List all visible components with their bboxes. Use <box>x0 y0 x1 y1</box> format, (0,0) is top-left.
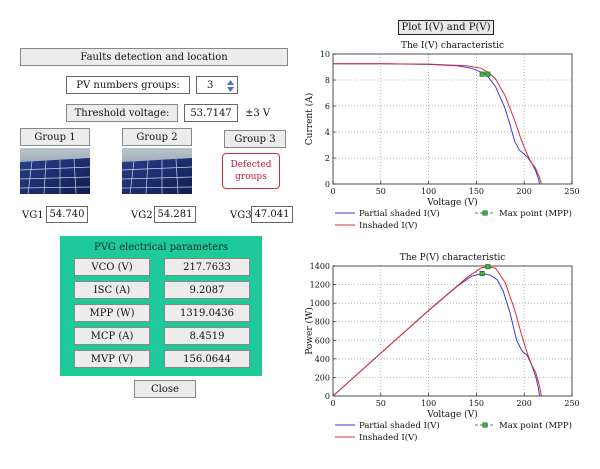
x-tick-label: 250 <box>564 187 579 196</box>
pv-groups-value: 3 <box>207 79 214 91</box>
legend-label-mpp: Max point (MPP) <box>499 420 572 431</box>
threshold-label: Threshold voltage: <box>66 104 178 122</box>
y-tick-label: 6 <box>325 102 330 111</box>
close-button[interactable]: Close <box>134 380 196 398</box>
x-tick-label: 50 <box>376 399 386 408</box>
chart-title: The P(V) characteristic <box>400 252 506 263</box>
legend-label-partial: Partial shaded I(V) <box>359 420 440 431</box>
plot-frame <box>332 265 573 397</box>
param-row-mpp: MPP (W) 1319.0436 <box>74 304 250 322</box>
param-row-mvp: MVP (V) 156.0644 <box>74 350 250 368</box>
y-axis-label: Power (W) <box>304 307 315 355</box>
vg1-label: VG1 <box>22 210 44 221</box>
param-name: VCO (V) <box>74 258 150 276</box>
y-tick-label: 200 <box>315 373 330 382</box>
plot-button[interactable]: Plot I(V) and P(V) <box>398 20 494 35</box>
pv-groups-label: PV numbers groups: <box>66 76 190 94</box>
threshold-unit: ±3 V <box>245 108 271 119</box>
partial-shaded-line <box>333 63 540 185</box>
param-name: MPP (W) <box>74 304 150 322</box>
spinner-arrows-icon[interactable] <box>226 79 235 93</box>
mpp-marker <box>485 264 491 270</box>
y-tick-label: 1000 <box>310 299 330 308</box>
legend-label-mpp: Max point (MPP) <box>499 208 572 219</box>
vg1-value: 54.740 <box>46 206 88 223</box>
threshold-value: 53.7147 <box>184 104 238 122</box>
y-tick-label: 2 <box>325 154 330 163</box>
y-tick-label: 4 <box>325 128 330 137</box>
param-name: ISC (A) <box>74 281 150 299</box>
inshaded-line <box>332 266 542 397</box>
param-value: 156.0644 <box>164 350 250 368</box>
y-tick-label: 600 <box>315 336 330 345</box>
y-tick-label: 1200 <box>310 281 330 290</box>
chart-title: The I(V) characteristic <box>401 40 504 51</box>
x-tick-label: 0 <box>330 399 335 408</box>
iv-chart: The I(V) characteristic 0 50 100 150 200 250 0 2… <box>304 40 580 231</box>
mpp-marker <box>479 71 485 77</box>
param-name: MVP (V) <box>74 350 150 368</box>
y-tick-label: 800 <box>315 318 330 327</box>
param-value: 1319.0436 <box>164 304 250 322</box>
y-tick-label: 1400 <box>310 262 330 271</box>
legend-label-inshaded: Inshaded I(V) <box>359 220 417 231</box>
x-axis-label: Voltage (V) <box>426 409 477 420</box>
x-tick-label: 250 <box>564 399 579 408</box>
y-tick-label: 10 <box>320 50 330 59</box>
pv-chart: The P(V) characteristic 0 50 100 150 200 250 0 2… <box>304 252 580 443</box>
group-3-label: Group 3 <box>224 130 286 148</box>
x-axis-label: Voltage (V) <box>426 197 477 208</box>
y-tick-label: 0 <box>325 392 330 401</box>
vg2-value: 54.281 <box>154 206 196 223</box>
param-value: 9.2087 <box>164 281 250 299</box>
vg3-label: VG3 <box>230 210 252 221</box>
param-value: 8.4519 <box>164 327 250 345</box>
x-tick-label: 0 <box>330 187 335 196</box>
x-tick-label: 150 <box>469 187 484 196</box>
y-axis-label: Current (A) <box>304 93 315 145</box>
vg3-value: 47.041 <box>251 206 293 223</box>
solar-panel-1-image <box>20 148 90 194</box>
legend-swatch-mpp <box>482 422 488 428</box>
title-box: Faults detection and location <box>20 48 288 66</box>
x-tick-label: 200 <box>517 187 532 196</box>
electrical-parameters-panel: PVG electrical parameters VCO (V) 217.76… <box>60 236 262 376</box>
inshaded-line <box>333 63 542 185</box>
param-row-isc: ISC (A) 9.2087 <box>74 281 250 299</box>
solar-panel-2-image <box>122 148 192 194</box>
params-title: PVG electrical parameters <box>93 242 229 253</box>
group-1-label: Group 1 <box>20 128 90 146</box>
x-tick-label: 150 <box>469 399 484 408</box>
param-row-vco: VCO (V) 217.7633 <box>74 258 250 276</box>
legend-swatch-mpp <box>482 210 488 216</box>
x-tick-label: 200 <box>517 399 532 408</box>
x-tick-label: 50 <box>376 187 386 196</box>
pv-groups-spinner[interactable]: 3 <box>196 76 238 94</box>
y-tick-label: 0 <box>325 180 330 189</box>
legend-label-inshaded: Inshaded I(V) <box>359 432 417 443</box>
x-tick-label: 100 <box>421 399 436 408</box>
y-tick-label: 400 <box>315 355 330 364</box>
param-value: 217.7633 <box>164 258 250 276</box>
app-title: Faults detection and location <box>80 51 228 63</box>
legend-label-partial: Partial shaded I(V) <box>359 208 440 219</box>
vg2-label: VG2 <box>131 210 153 221</box>
mpp-marker <box>479 271 485 277</box>
param-name: MCP (A) <box>74 327 150 345</box>
param-row-mcp: MCP (A) 8.4519 <box>74 327 250 345</box>
x-tick-label: 100 <box>421 187 436 196</box>
defected-groups-indicator: Defected groups <box>222 153 280 189</box>
mpp-marker <box>485 71 491 77</box>
plot-frame <box>332 53 573 185</box>
y-tick-label: 8 <box>325 76 330 85</box>
group-2-label: Group 2 <box>122 128 192 146</box>
